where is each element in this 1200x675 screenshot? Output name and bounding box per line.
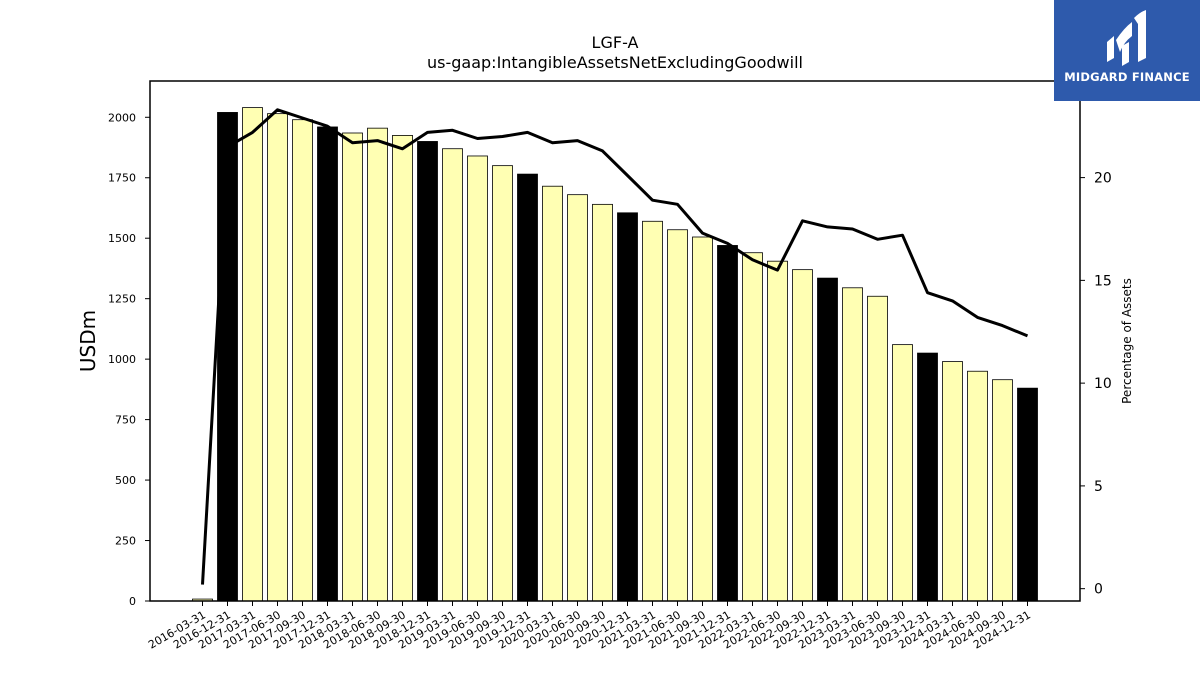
bar-2017-06-30 bbox=[267, 113, 288, 602]
bars-layer bbox=[192, 107, 1038, 602]
y2-tick-label: 15 bbox=[1094, 273, 1112, 289]
bar-2020-09-30 bbox=[592, 203, 613, 602]
bar-2018-09-30 bbox=[392, 135, 413, 602]
bar-2018-06-30 bbox=[367, 127, 388, 602]
y-tick-label: 500 bbox=[115, 474, 136, 487]
logo-mark-icon bbox=[1107, 10, 1146, 66]
y-tick-label: 0 bbox=[129, 595, 136, 608]
bar-2017-09-30 bbox=[292, 119, 313, 602]
bar-2022-09-30 bbox=[792, 269, 813, 602]
bar-2020-12-31 bbox=[617, 212, 638, 602]
bar-2023-09-30 bbox=[892, 344, 913, 602]
bar-2017-12-31 bbox=[317, 126, 338, 602]
bar-2019-12-31 bbox=[517, 173, 538, 602]
y-tick-label: 1250 bbox=[108, 293, 136, 306]
chart-title: LGF-A bbox=[592, 33, 639, 52]
y-tick-label: 1500 bbox=[108, 232, 136, 245]
y-tick-label: 2000 bbox=[108, 111, 136, 124]
bar-2023-03-31 bbox=[842, 287, 863, 602]
y-tick-label: 250 bbox=[115, 535, 136, 548]
plot-frame bbox=[149, 80, 1081, 602]
bar-2016-12-31 bbox=[217, 112, 238, 602]
bar-2024-06-30 bbox=[967, 370, 988, 602]
bar-2021-06-30 bbox=[667, 229, 688, 602]
logo-text: MIDGARD FINANCE bbox=[1064, 70, 1190, 84]
bar-2019-06-30 bbox=[467, 155, 488, 602]
y2-tick-label: 5 bbox=[1094, 479, 1103, 495]
bar-2024-09-30 bbox=[992, 379, 1013, 602]
y-tick-label: 1000 bbox=[108, 353, 136, 366]
bar-2020-03-31 bbox=[542, 185, 563, 602]
y2-tick-label: 20 bbox=[1094, 171, 1112, 187]
chart-subtitle: us-gaap:IntangibleAssetsNetExcludingGood… bbox=[427, 53, 803, 72]
bar-2017-03-31 bbox=[242, 107, 263, 602]
bar-2021-09-30 bbox=[692, 236, 713, 602]
y2-tick-label: 10 bbox=[1094, 376, 1112, 392]
y-axis-label: USDm bbox=[76, 310, 100, 372]
bar-2019-09-30 bbox=[492, 165, 513, 602]
bar-2023-06-30 bbox=[867, 295, 888, 602]
bar-2018-12-31 bbox=[417, 141, 438, 602]
bar-2018-03-31 bbox=[342, 132, 363, 602]
bar-2024-12-31 bbox=[1017, 387, 1038, 602]
bar-2022-03-31 bbox=[742, 252, 763, 602]
y2-tick-label: 0 bbox=[1094, 582, 1103, 598]
bar-2019-03-31 bbox=[442, 148, 463, 602]
bar-2022-06-30 bbox=[767, 260, 788, 602]
y2-axis-label: Percentage of Assets bbox=[1120, 278, 1134, 404]
logo: MIDGARD FINANCE bbox=[1054, 0, 1200, 101]
y-tick-label: 750 bbox=[115, 414, 136, 427]
bar-2023-12-31 bbox=[917, 352, 938, 602]
bar-2022-12-31 bbox=[817, 277, 838, 602]
percentage-line bbox=[201, 108, 1029, 585]
bar-2021-03-31 bbox=[642, 220, 663, 602]
bar-2020-06-30 bbox=[567, 194, 588, 602]
y-tick-label: 1750 bbox=[108, 172, 136, 185]
line-layer bbox=[201, 108, 1029, 585]
bar-2021-12-31 bbox=[717, 245, 738, 602]
bar-2024-03-31 bbox=[942, 361, 963, 602]
